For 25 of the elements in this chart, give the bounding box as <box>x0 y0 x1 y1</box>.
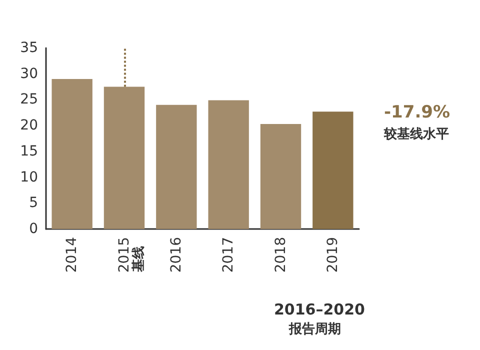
x-tick-label: 2019 <box>324 237 341 273</box>
text: -17.9% <box>384 102 450 122</box>
text: 基线 <box>132 246 146 273</box>
y-tick-label: 15 <box>20 143 38 160</box>
bar <box>312 112 354 229</box>
x-tick-label: 2016 <box>168 236 184 273</box>
bar <box>104 86 145 229</box>
y-tick-label: 30 <box>20 66 38 82</box>
text: 2016–2020 <box>274 300 365 318</box>
y-tick-label: 10 <box>20 169 38 186</box>
text: 报告周期 <box>288 321 341 337</box>
x-tick-label: 2018 <box>272 237 289 273</box>
bar <box>52 79 92 229</box>
bar <box>156 104 197 229</box>
text: 较基线水平 <box>383 126 449 142</box>
x-tick-label: 2017 <box>220 237 237 273</box>
y-tick-label: 20 <box>20 118 38 134</box>
x-tick-label: 2015 <box>116 237 132 273</box>
y-tick-label: 0 <box>29 221 38 237</box>
y-tick-label: 25 <box>20 92 38 108</box>
bar <box>260 124 302 229</box>
bar <box>208 100 249 229</box>
y-tick-label: 35 <box>20 40 38 56</box>
x-tick-label: 2014 <box>64 236 80 273</box>
y-tick-label: 5 <box>29 195 38 212</box>
